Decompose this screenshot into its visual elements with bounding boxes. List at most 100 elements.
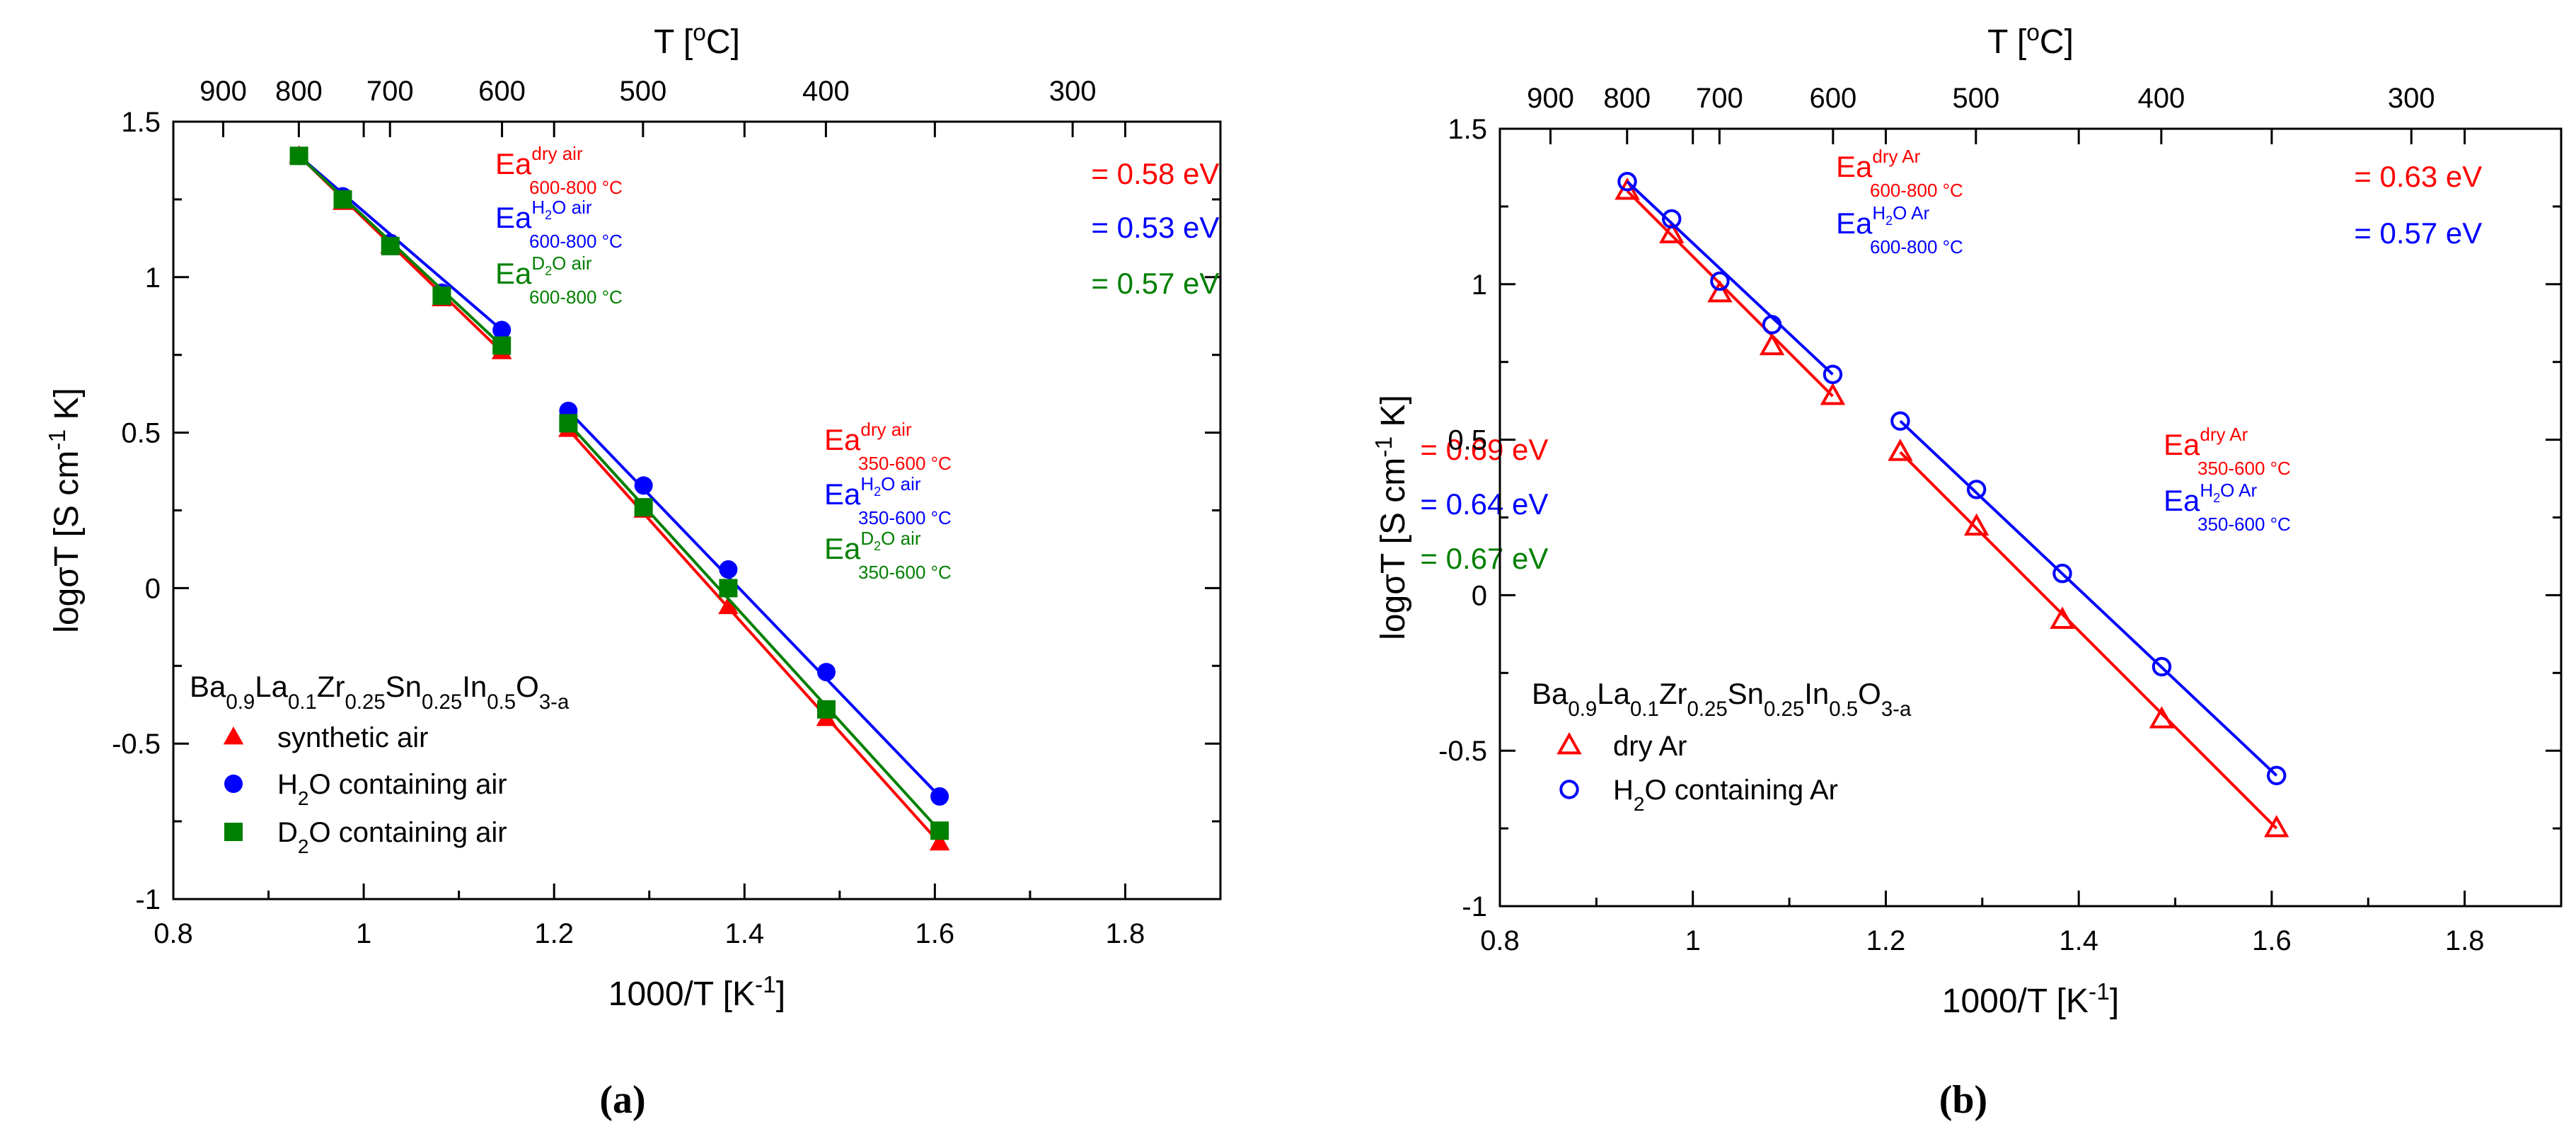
fit-line-2 bbox=[567, 422, 941, 832]
x-tick-label: 1.2 bbox=[1866, 925, 1906, 956]
y-tick-label: 0 bbox=[145, 573, 161, 604]
legend-marker-1 bbox=[224, 775, 243, 793]
data-point-series-2 bbox=[559, 414, 578, 433]
activation-energy-annotation: Eadry air 350-600 °C = 0.69 eV bbox=[824, 419, 1548, 474]
top-temperature-tick-label: 500 bbox=[619, 76, 666, 107]
legend-entry: H2O containing air bbox=[277, 769, 507, 809]
data-point-series-1 bbox=[719, 560, 738, 579]
data-point-series-2 bbox=[333, 190, 352, 209]
y-tick-label: 1.5 bbox=[1448, 114, 1487, 145]
x-tick-label: 1 bbox=[1685, 925, 1701, 956]
data-point-series-1 bbox=[1823, 364, 1843, 384]
top-temperature-tick-label: 300 bbox=[1049, 76, 1097, 107]
x-tick-label: 1.4 bbox=[724, 918, 764, 949]
x-tick-label: 1.4 bbox=[2059, 925, 2098, 956]
fit-line-0 bbox=[1626, 190, 1834, 398]
legend-title: Ba0.9La0.1Zr0.25Sn0.25In0.5O3-a bbox=[190, 670, 570, 714]
data-point-series-1 bbox=[2267, 765, 2287, 786]
panel-b-label: (b) bbox=[1939, 1078, 1987, 1122]
x-tick-label: 0.8 bbox=[1480, 925, 1520, 956]
y-tick-label: 0.5 bbox=[121, 418, 161, 449]
y-tick-label: 1 bbox=[145, 262, 161, 294]
legend-marker-2 bbox=[224, 823, 243, 841]
legend-title: Ba0.9La0.1Zr0.25Sn0.25In0.5O3-a bbox=[1532, 677, 1912, 721]
data-point-series-2 bbox=[634, 498, 653, 517]
data-point-series-2 bbox=[816, 700, 836, 719]
legend-entry: synthetic air bbox=[277, 722, 428, 753]
y-tick-label: -1 bbox=[1462, 891, 1487, 922]
y-axis-title: logσT [S cm-1 K] bbox=[1371, 395, 1413, 640]
fit-line-2 bbox=[298, 154, 503, 347]
data-point-series-0 bbox=[1963, 513, 1989, 536]
x-tick-label: 1.8 bbox=[2445, 925, 2485, 956]
panel-a-chart: 0.8 1 1.2 1.4 1.6 1.8 -1 -0.5 0 0.5 1 1.5 900 800 700 6… bbox=[45, 20, 1549, 1014]
activation-energy-annotation: Eadry air 600-800 °C = 0.58 eV bbox=[495, 143, 1219, 198]
x-tick-label: 0.8 bbox=[154, 918, 193, 949]
top-temperature-tick-label: 500 bbox=[1952, 83, 1999, 114]
data-point-series-1 bbox=[492, 320, 512, 340]
data-point-series-1 bbox=[1762, 315, 1782, 335]
x-tick-label: 1.8 bbox=[1106, 918, 1145, 949]
top-temperature-tick-label: 900 bbox=[1527, 83, 1574, 114]
panel-b-chart: 0.8 1 1.2 1.4 1.6 1.8 -1 -0.5 0 0.5 1 1.5 900 800 700 6… bbox=[1371, 20, 2576, 1021]
top-temperature-tick-label: 400 bbox=[2137, 83, 2185, 114]
data-point-series-0 bbox=[718, 596, 739, 615]
fit-line-1 bbox=[1626, 180, 1834, 376]
data-point-series-0 bbox=[2264, 815, 2289, 838]
top-temperature-tick-label: 800 bbox=[275, 76, 323, 107]
legend-entry: D2O containing air bbox=[277, 817, 507, 857]
data-point-series-2 bbox=[432, 286, 451, 306]
data-point-series-1 bbox=[816, 663, 836, 682]
data-point-series-1 bbox=[2152, 656, 2172, 677]
data-point-series-0 bbox=[929, 832, 950, 851]
y-tick-label: -1 bbox=[135, 884, 161, 915]
activation-energy-annotation: EaD2O air 350-600 °C = 0.67 eV bbox=[824, 528, 1548, 583]
data-point-series-0 bbox=[1659, 221, 1685, 243]
top-x-axis-title: T [oC] bbox=[1987, 20, 2074, 62]
data-point-series-0 bbox=[2050, 606, 2075, 629]
x-axis-title: 1000/T [K-1] bbox=[1942, 979, 2119, 1021]
legend-entry: H2O containing Ar bbox=[1613, 775, 1838, 815]
data-point-series-0 bbox=[1820, 383, 1846, 405]
top-temperature-tick-label: 400 bbox=[802, 76, 850, 107]
x-tick-label: 1 bbox=[356, 918, 371, 949]
data-point-series-2 bbox=[492, 336, 512, 355]
legend-marker-0 bbox=[1556, 731, 1582, 755]
top-temperature-tick-label: 300 bbox=[2388, 83, 2435, 114]
legend-marker-0 bbox=[223, 726, 244, 745]
data-point-series-2 bbox=[719, 579, 738, 598]
data-point-series-1 bbox=[634, 476, 653, 495]
data-point-series-2 bbox=[930, 821, 949, 840]
y-tick-label: 0 bbox=[1472, 580, 1487, 611]
y-tick-label: 1 bbox=[1472, 270, 1487, 301]
data-point-series-2 bbox=[289, 146, 308, 166]
data-point-series-0 bbox=[1707, 279, 1733, 303]
panel-a-label: (a) bbox=[599, 1078, 645, 1122]
data-point-series-1 bbox=[1710, 271, 1730, 291]
top-x-axis-title: T [oC] bbox=[654, 20, 740, 62]
x-tick-label: 1.6 bbox=[2252, 925, 2292, 956]
data-point-series-0 bbox=[1759, 332, 1785, 356]
top-temperature-tick-label: 700 bbox=[1696, 83, 1743, 114]
y-tick-label: 1.5 bbox=[121, 107, 161, 138]
legend-marker-1 bbox=[1559, 780, 1579, 799]
data-point-series-2 bbox=[381, 236, 400, 255]
data-point-series-1 bbox=[930, 787, 949, 806]
data-point-series-1 bbox=[1662, 209, 1682, 229]
y-tick-label: -0.5 bbox=[112, 729, 161, 760]
y-axis-title: logσT [S cm-1 K] bbox=[45, 388, 86, 633]
data-point-series-0 bbox=[1888, 439, 1913, 461]
activation-energy-annotation: EaD2O air 600-800 °C = 0.57 eV bbox=[495, 253, 1219, 308]
activation-energy-annotation: EaH2O air 600-800 °C = 0.53 eV bbox=[495, 197, 1219, 252]
fit-line-1 bbox=[1899, 419, 2278, 777]
fit-line-1 bbox=[298, 154, 503, 332]
legend-entry: dry Ar bbox=[1613, 731, 1687, 762]
top-temperature-tick-label: 700 bbox=[366, 76, 414, 107]
data-point-series-1 bbox=[1617, 172, 1637, 192]
top-temperature-tick-label: 800 bbox=[1603, 83, 1651, 114]
fit-line-0 bbox=[567, 428, 941, 845]
top-temperature-tick-label: 600 bbox=[1809, 83, 1856, 114]
x-tick-label: 1.6 bbox=[916, 918, 955, 949]
